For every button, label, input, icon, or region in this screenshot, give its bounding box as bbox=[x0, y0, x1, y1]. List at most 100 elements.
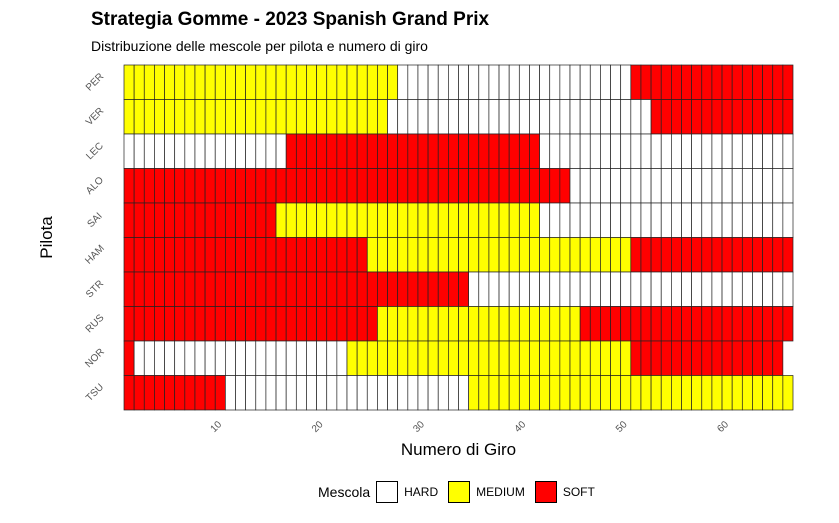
heatmap-cell bbox=[184, 99, 196, 135]
heatmap-cell bbox=[275, 168, 287, 204]
heatmap-cell bbox=[326, 99, 338, 135]
heatmap-cell bbox=[762, 237, 774, 273]
heatmap-cell bbox=[660, 375, 672, 411]
legend-key-medium bbox=[448, 481, 471, 503]
heatmap-cell bbox=[620, 271, 632, 307]
heatmap-cell bbox=[336, 306, 348, 342]
legend-key-hard bbox=[376, 481, 399, 503]
heatmap-cell bbox=[539, 340, 551, 376]
heatmap-cell bbox=[741, 375, 753, 411]
heatmap-cell bbox=[123, 340, 135, 376]
heatmap-cell bbox=[235, 237, 246, 273]
heatmap-cell bbox=[539, 375, 551, 411]
heatmap-cell bbox=[164, 168, 176, 204]
heatmap-cell bbox=[427, 271, 439, 307]
heatmap-cell bbox=[671, 64, 682, 100]
heatmap-cell bbox=[458, 237, 469, 273]
heatmap-cell bbox=[417, 271, 429, 307]
heatmap-cell bbox=[417, 99, 429, 135]
heatmap-cell bbox=[782, 306, 794, 342]
heatmap-cell bbox=[681, 168, 692, 204]
heatmap-cell bbox=[721, 306, 733, 342]
heatmap-cell bbox=[772, 168, 784, 204]
heatmap-cell bbox=[569, 133, 581, 169]
heatmap-cell bbox=[741, 168, 753, 204]
heatmap-cell bbox=[610, 340, 622, 376]
heatmap-cell bbox=[569, 271, 581, 307]
heatmap-cell bbox=[660, 168, 672, 204]
heatmap-cell bbox=[711, 237, 723, 273]
heatmap-cell bbox=[154, 306, 165, 342]
heatmap-cell bbox=[295, 237, 307, 273]
heatmap-cell bbox=[225, 133, 236, 169]
heatmap-cell bbox=[600, 64, 611, 100]
heatmap-cell bbox=[640, 64, 652, 100]
heatmap-cell bbox=[569, 64, 581, 100]
heatmap-cell bbox=[316, 340, 328, 376]
y-tick-label: PER bbox=[84, 71, 106, 93]
heatmap-cell bbox=[610, 375, 622, 411]
heatmap-cell bbox=[660, 340, 672, 376]
heatmap-cell bbox=[366, 168, 378, 204]
heatmap-cell bbox=[285, 237, 297, 273]
heatmap-cell bbox=[620, 133, 632, 169]
heatmap-cell bbox=[407, 237, 419, 273]
heatmap-cell bbox=[184, 271, 196, 307]
heatmap-cell bbox=[174, 271, 186, 307]
heatmap-cell bbox=[711, 168, 723, 204]
heatmap-cell bbox=[620, 306, 632, 342]
heatmap-cell bbox=[762, 133, 774, 169]
heatmap-cell bbox=[671, 306, 682, 342]
heatmap-cell bbox=[762, 99, 774, 135]
y-tick-label: ALO bbox=[84, 175, 106, 197]
heatmap-cell bbox=[346, 375, 358, 411]
heatmap-cell bbox=[498, 202, 510, 238]
heatmap-cell bbox=[721, 168, 733, 204]
heatmap-cell bbox=[387, 168, 399, 204]
heatmap-cell bbox=[539, 306, 551, 342]
heatmap-cell bbox=[397, 99, 409, 135]
heatmap-cell bbox=[660, 202, 672, 238]
y-tick-label: STR bbox=[84, 278, 106, 300]
heatmap-cell bbox=[427, 168, 439, 204]
heatmap-cell bbox=[508, 306, 520, 342]
heatmap-cell bbox=[579, 271, 591, 307]
heatmap-cell bbox=[630, 202, 642, 238]
heatmap-cell bbox=[589, 237, 601, 273]
heatmap-cell bbox=[610, 202, 622, 238]
heatmap-cell bbox=[691, 375, 703, 411]
heatmap-cell bbox=[407, 99, 419, 135]
heatmap-cell bbox=[214, 340, 226, 376]
heatmap-cell bbox=[741, 202, 753, 238]
heatmap-cell bbox=[772, 237, 784, 273]
heatmap-cell bbox=[518, 99, 530, 135]
chart-title: Strategia Gomme - 2023 Spanish Grand Pri… bbox=[91, 9, 490, 30]
heatmap-cell bbox=[752, 133, 763, 169]
heatmap-cell bbox=[143, 202, 155, 238]
heatmap-cell bbox=[184, 340, 196, 376]
heatmap-cell bbox=[164, 271, 176, 307]
heatmap-cell bbox=[437, 202, 449, 238]
heatmap-cell bbox=[579, 306, 591, 342]
heatmap-cell bbox=[377, 375, 388, 411]
heatmap-cell bbox=[650, 168, 662, 204]
heatmap-cell bbox=[407, 64, 419, 100]
heatmap-cell bbox=[691, 64, 703, 100]
heatmap-cell bbox=[326, 271, 338, 307]
heatmap-cell bbox=[529, 375, 540, 411]
heatmap-cell bbox=[671, 237, 682, 273]
heatmap-cell bbox=[154, 99, 165, 135]
heatmap-cell bbox=[671, 168, 682, 204]
heatmap-cell bbox=[701, 237, 713, 273]
heatmap-cell bbox=[214, 375, 226, 411]
heatmap-cell bbox=[468, 271, 480, 307]
heatmap-cell bbox=[366, 202, 378, 238]
heatmap-cell bbox=[589, 202, 601, 238]
heatmap-cell bbox=[721, 237, 733, 273]
heatmap-cell bbox=[782, 271, 794, 307]
heatmap-cell bbox=[346, 340, 358, 376]
heatmap-cell bbox=[235, 133, 246, 169]
heatmap-cell bbox=[336, 99, 348, 135]
heatmap-cell bbox=[437, 99, 449, 135]
heatmap-cell bbox=[518, 168, 530, 204]
